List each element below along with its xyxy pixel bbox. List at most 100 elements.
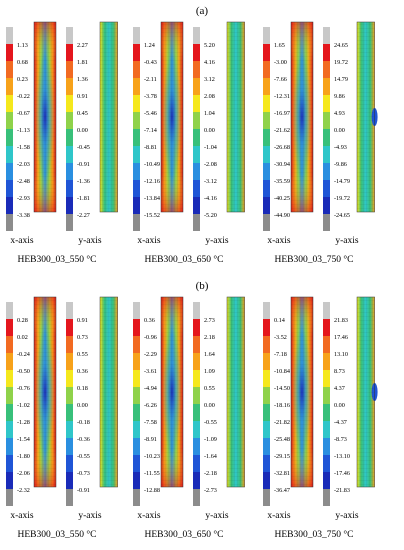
legend-swatch [6, 302, 13, 319]
legend-value: -7.66 [274, 76, 287, 83]
legend-swatch [133, 404, 140, 421]
legend-swatch [323, 404, 330, 421]
legend-swatch [6, 472, 13, 489]
legend-swatch [323, 27, 330, 44]
specimen-name: HEB300_03_650 °C [144, 529, 223, 540]
legend-swatch [66, 489, 73, 506]
legend-swatch [323, 180, 330, 197]
legend-value: 1.24 [144, 42, 155, 49]
legend-value: -3.12 [204, 178, 217, 185]
legend-value: 2.08 [204, 93, 215, 100]
legend-swatch [133, 78, 140, 95]
legend-swatch [193, 44, 200, 61]
legend-value: 0.00 [204, 127, 215, 134]
legend-swatch [323, 319, 330, 336]
legend-swatch [193, 61, 200, 78]
axis-caption: y-axis [78, 511, 102, 521]
legend-value: -0.24 [17, 351, 30, 358]
legend-swatch [263, 421, 270, 438]
axis-caption: x-axis [10, 236, 34, 246]
legend-swatch [193, 353, 200, 370]
legend-swatch [263, 146, 270, 163]
legend-value: -0.96 [144, 334, 157, 341]
legend-swatch [193, 387, 200, 404]
legend-value: -2.18 [204, 470, 217, 477]
legend-swatch [323, 214, 330, 231]
panel-label: (b) [196, 280, 209, 292]
legend-swatch [66, 404, 73, 421]
specimen-group: 1.65 -3.00 -7.66 -12.31 -16.97 -21.62 -26.68 -3… [263, 21, 378, 265]
legend-swatch [6, 404, 13, 421]
legend-value: -9.86 [334, 161, 347, 168]
legend-swatch [193, 112, 200, 129]
mesh-outline [226, 296, 245, 488]
legend-value: -1.58 [17, 144, 30, 151]
legend-swatch [193, 472, 200, 489]
mesh-outline [99, 296, 118, 488]
axis-caption: x-axis [137, 236, 161, 246]
mesh-outline [160, 21, 184, 213]
legend-swatch [133, 353, 140, 370]
legend-swatch [193, 302, 200, 319]
legend-swatch [193, 95, 200, 112]
legend-value: -10.49 [144, 161, 160, 168]
legend-value: -3.38 [17, 212, 30, 219]
legend-value: -0.73 [77, 470, 90, 477]
legend-swatch [6, 61, 13, 78]
legend-value: -0.55 [77, 453, 90, 460]
legend-value: -5.46 [144, 110, 157, 117]
legend-swatch [323, 163, 330, 180]
legend-value: 0.02 [17, 334, 28, 341]
legend-swatch [66, 129, 73, 146]
legend-value: -3.52 [274, 334, 287, 341]
legend-swatch [263, 112, 270, 129]
legend-swatch [133, 455, 140, 472]
legend-swatch [323, 197, 330, 214]
legend-value: 1.64 [204, 351, 215, 358]
legend-swatch [6, 336, 13, 353]
legend-swatch [133, 472, 140, 489]
legend-swatch [323, 387, 330, 404]
legend-value: -3.61 [144, 368, 157, 375]
legend-swatch [263, 61, 270, 78]
legend-swatch [133, 163, 140, 180]
legend-value: 2.73 [204, 317, 215, 324]
legend-swatch [6, 197, 13, 214]
legend-swatch [193, 197, 200, 214]
specimen-group: 1.24 -0.43 -2.11 -3.78 -5.46 -7.14 -8.81 -10.49… [133, 21, 245, 265]
legend-swatch [133, 438, 140, 455]
legend-swatch [6, 438, 13, 455]
mesh-outline [33, 296, 57, 488]
legend-value: -11.55 [144, 470, 160, 477]
legend-swatch [66, 44, 73, 61]
legend-value: -2.93 [17, 195, 30, 202]
legend-swatch [133, 370, 140, 387]
legend-value: -0.36 [77, 436, 90, 443]
mesh-outline [356, 21, 375, 213]
legend-swatch [6, 112, 13, 129]
legend-swatch [133, 489, 140, 506]
legend-value: -15.52 [144, 212, 160, 219]
specimen-name: HEB300_03_550 °C [17, 254, 96, 265]
legend-value: 1.81 [77, 59, 88, 66]
legend-swatch [66, 319, 73, 336]
legend-value: -2.27 [77, 212, 90, 219]
legend-value: -2.48 [17, 178, 30, 185]
mesh-outline [33, 21, 57, 213]
legend-value: 14.79 [334, 76, 348, 83]
legend-value: -4.16 [204, 195, 217, 202]
legend-swatch [133, 27, 140, 44]
legend-swatch [193, 455, 200, 472]
panel-a: (a) 1.13 0.68 0.23 -0.22 -0.67 -1.13 -1.58 -2.03… [6, 5, 378, 265]
legend-swatch [133, 61, 140, 78]
legend-swatch [323, 472, 330, 489]
axis-caption: x-axis [137, 511, 161, 521]
legend-value: -16.97 [274, 110, 290, 117]
legend-swatch [193, 78, 200, 95]
specimen-name: HEB300_03_750 °C [274, 254, 353, 265]
legend-swatch [133, 197, 140, 214]
legend-value: -0.45 [77, 144, 90, 151]
legend-swatch [66, 197, 73, 214]
legend-value: 21.83 [334, 317, 348, 324]
legend-value: -1.02 [17, 402, 30, 409]
